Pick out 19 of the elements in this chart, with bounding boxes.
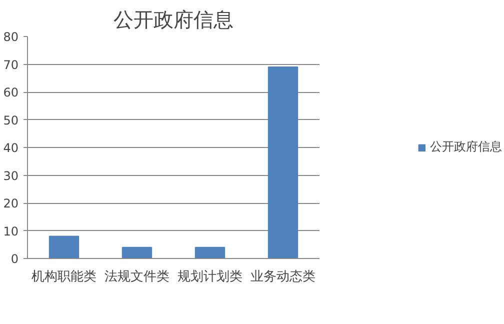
chart-title: 公开政府信息 [114, 8, 234, 32]
x-tick-label: 业务动态类 [250, 270, 316, 284]
y-tick-label: 0 [10, 252, 19, 266]
y-tick-label: 80 [3, 30, 19, 44]
bar [48, 236, 80, 258]
y-tick-label: 10 [3, 224, 19, 238]
y-tick-label: 40 [3, 141, 19, 155]
y-tick-label: 50 [3, 113, 19, 128]
bar [194, 246, 226, 258]
x-tick-label: 规划计划类 [178, 270, 242, 284]
y-tick-label: 70 [3, 58, 19, 72]
y-tick-label: 30 [3, 168, 19, 183]
x-tick-label: 机构职能类 [32, 270, 96, 284]
x-tick-label: 法规文件类 [104, 270, 170, 284]
bar [268, 66, 298, 258]
legend-label: 公开政府信息 [430, 138, 502, 156]
y-tick-label: 60 [3, 86, 19, 100]
y-tick-label: 20 [3, 196, 19, 210]
bar [122, 246, 152, 258]
